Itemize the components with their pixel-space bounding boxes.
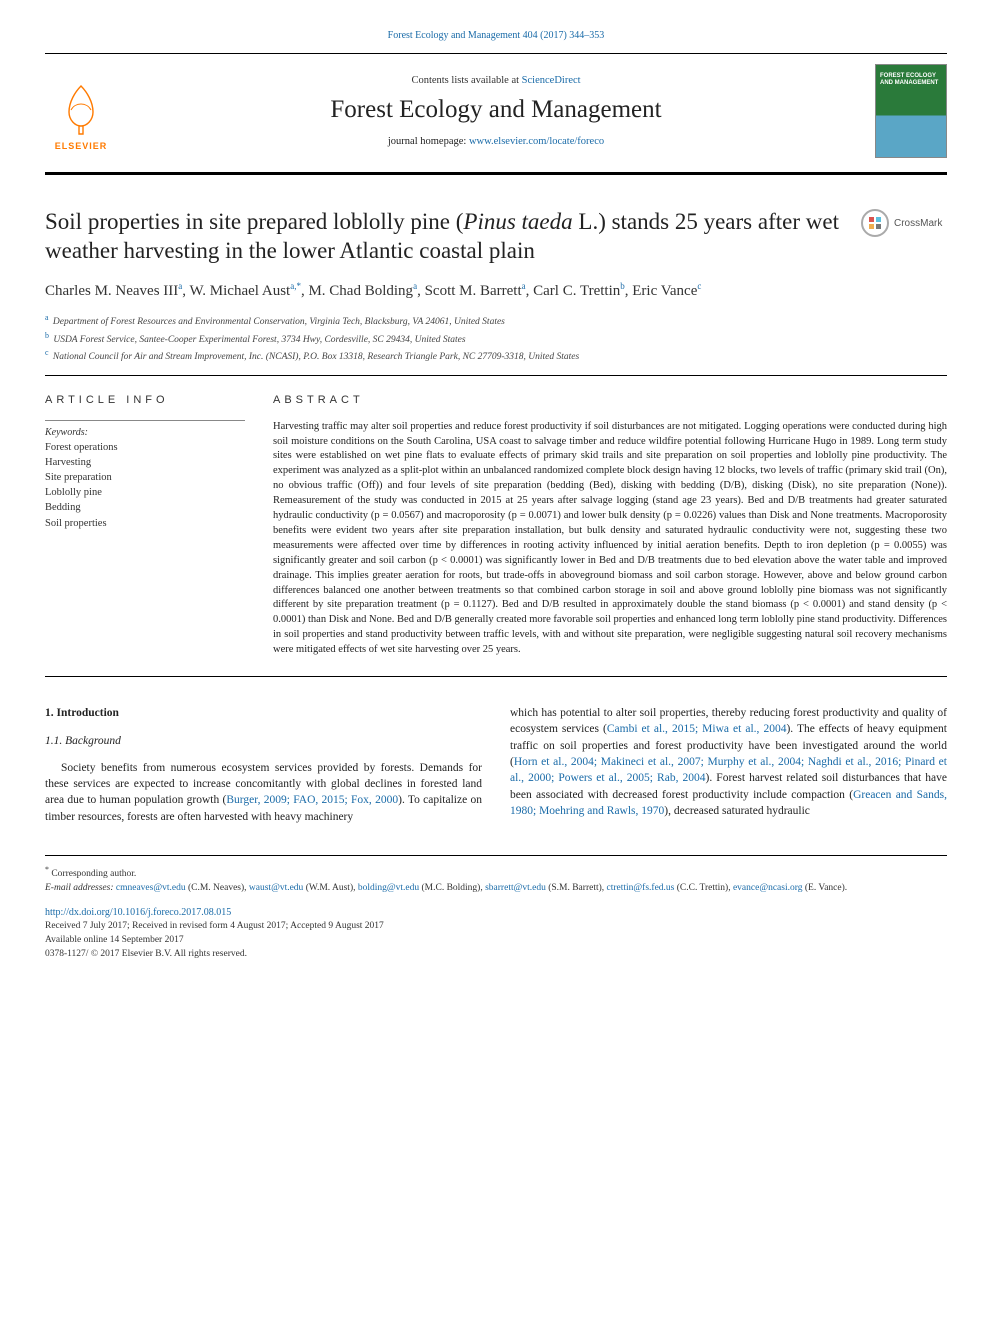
journal-cover-thumbnail[interactable]: FOREST ECOLOGY AND MANAGEMENT — [875, 64, 947, 158]
citation-link[interactable]: Cambi et al., 2015; Miwa et al., 2004 — [607, 723, 787, 735]
email-link[interactable]: cmneaves@vt.edu — [116, 883, 186, 893]
publisher-logo[interactable]: ELSEVIER — [45, 71, 117, 151]
email-who: (W.M. Aust), — [303, 883, 355, 893]
elsevier-tree-icon — [51, 82, 111, 138]
article-title: Soil properties in site prepared lobloll… — [45, 207, 843, 266]
citation-link[interactable]: Burger, 2009; FAO, 2015; Fox, 2000 — [226, 794, 398, 806]
p2-text4: ), decreased saturated hydraulic — [664, 805, 810, 817]
keyword-item: Bedding — [45, 500, 245, 515]
subsection-heading: 1.1. Background — [45, 733, 482, 749]
title-row: Soil properties in site prepared lobloll… — [45, 207, 947, 266]
body-columns: 1. Introduction 1.1. Background Society … — [45, 705, 947, 825]
column-right: which has potential to alter soil proper… — [510, 705, 947, 825]
section-heading: 1. Introduction — [45, 705, 482, 721]
homepage-line: journal homepage: www.elsevier.com/locat… — [133, 136, 859, 147]
email-who: (C.M. Neaves), — [186, 883, 247, 893]
title-pre: Soil properties in site prepared lobloll… — [45, 209, 463, 234]
homepage-prefix: journal homepage: — [388, 136, 469, 147]
authors-line: Charles M. Neaves IIIa, W. Michael Austa… — [45, 280, 947, 303]
received-line: Received 7 July 2017; Received in revise… — [45, 920, 947, 934]
divider-rule — [45, 375, 947, 376]
title-species: Pinus taeda — [463, 209, 572, 234]
copyright-line: 0378-1127/ © 2017 Elsevier B.V. All righ… — [45, 948, 947, 962]
intro-paragraph-right: which has potential to alter soil proper… — [510, 705, 947, 819]
crossmark-badge[interactable]: CrossMark — [861, 207, 947, 239]
affiliation-line: b USDA Forest Service, Santee-Cooper Exp… — [45, 330, 947, 347]
article-info-sidebar: ARTICLE INFO Keywords: Forest operations… — [45, 394, 245, 659]
email-who: (M.C. Bolding), — [419, 883, 483, 893]
contents-line: Contents lists available at ScienceDirec… — [133, 75, 859, 86]
column-left: 1. Introduction 1.1. Background Society … — [45, 705, 482, 825]
email-who: (E. Vance). — [802, 883, 847, 893]
abstract-label: ABSTRACT — [273, 394, 947, 406]
journal-header: ELSEVIER Contents lists available at Sci… — [45, 53, 947, 175]
cover-title-text: FOREST ECOLOGY AND MANAGEMENT — [880, 73, 942, 86]
intro-paragraph-left: Society benefits from numerous ecosystem… — [45, 760, 482, 825]
email-who: (C.C. Trettin), — [674, 883, 730, 893]
email-addresses-line: E-mail addresses: cmneaves@vt.edu (C.M. … — [45, 882, 947, 896]
info-abstract-row: ARTICLE INFO Keywords: Forest operations… — [45, 394, 947, 678]
homepage-link[interactable]: www.elsevier.com/locate/foreco — [469, 136, 604, 147]
spacer — [45, 896, 947, 906]
corr-text: Corresponding author. — [51, 869, 136, 879]
crossmark-icon — [861, 209, 889, 237]
keywords-label: Keywords: — [45, 420, 245, 438]
article-info-label: ARTICLE INFO — [45, 394, 245, 406]
affiliation-line: a Department of Forest Resources and Env… — [45, 312, 947, 329]
header-center: Contents lists available at ScienceDirec… — [117, 75, 875, 147]
doi-link[interactable]: http://dx.doi.org/10.1016/j.foreco.2017.… — [45, 906, 947, 921]
available-line: Available online 14 September 2017 — [45, 934, 947, 948]
affiliations-block: a Department of Forest Resources and Env… — [45, 312, 947, 364]
email-link[interactable]: waust@vt.edu — [249, 883, 303, 893]
keywords-list: Forest operationsHarvestingSite preparat… — [45, 440, 245, 531]
sciencedirect-link[interactable]: ScienceDirect — [522, 75, 581, 86]
abstract-block: ABSTRACT Harvesting traffic may alter so… — [273, 394, 947, 659]
keyword-item: Soil properties — [45, 516, 245, 531]
email-label: E-mail addresses: — [45, 883, 114, 893]
crossmark-label: CrossMark — [894, 218, 942, 229]
citation-bar: Forest Ecology and Management 404 (2017)… — [45, 30, 947, 41]
corresponding-note: * Corresponding author. — [45, 864, 947, 882]
email-link[interactable]: sbarrett@vt.edu — [485, 883, 546, 893]
keyword-item: Forest operations — [45, 440, 245, 455]
email-who: (S.M. Barrett), — [546, 883, 604, 893]
keyword-item: Harvesting — [45, 455, 245, 470]
keyword-item: Loblolly pine — [45, 485, 245, 500]
affiliation-line: c National Council for Air and Stream Im… — [45, 347, 947, 364]
contents-prefix: Contents lists available at — [411, 75, 521, 86]
footer-block: * Corresponding author. E-mail addresses… — [45, 855, 947, 961]
keyword-item: Site preparation — [45, 470, 245, 485]
abstract-text: Harvesting traffic may alter soil proper… — [273, 420, 947, 659]
publisher-name: ELSEVIER — [55, 141, 108, 151]
email-link[interactable]: bolding@vt.edu — [358, 883, 419, 893]
journal-title: Forest Ecology and Management — [133, 96, 859, 124]
email-link[interactable]: ctrettin@fs.fed.us — [607, 883, 675, 893]
email-link[interactable]: evance@ncasi.org — [733, 883, 803, 893]
